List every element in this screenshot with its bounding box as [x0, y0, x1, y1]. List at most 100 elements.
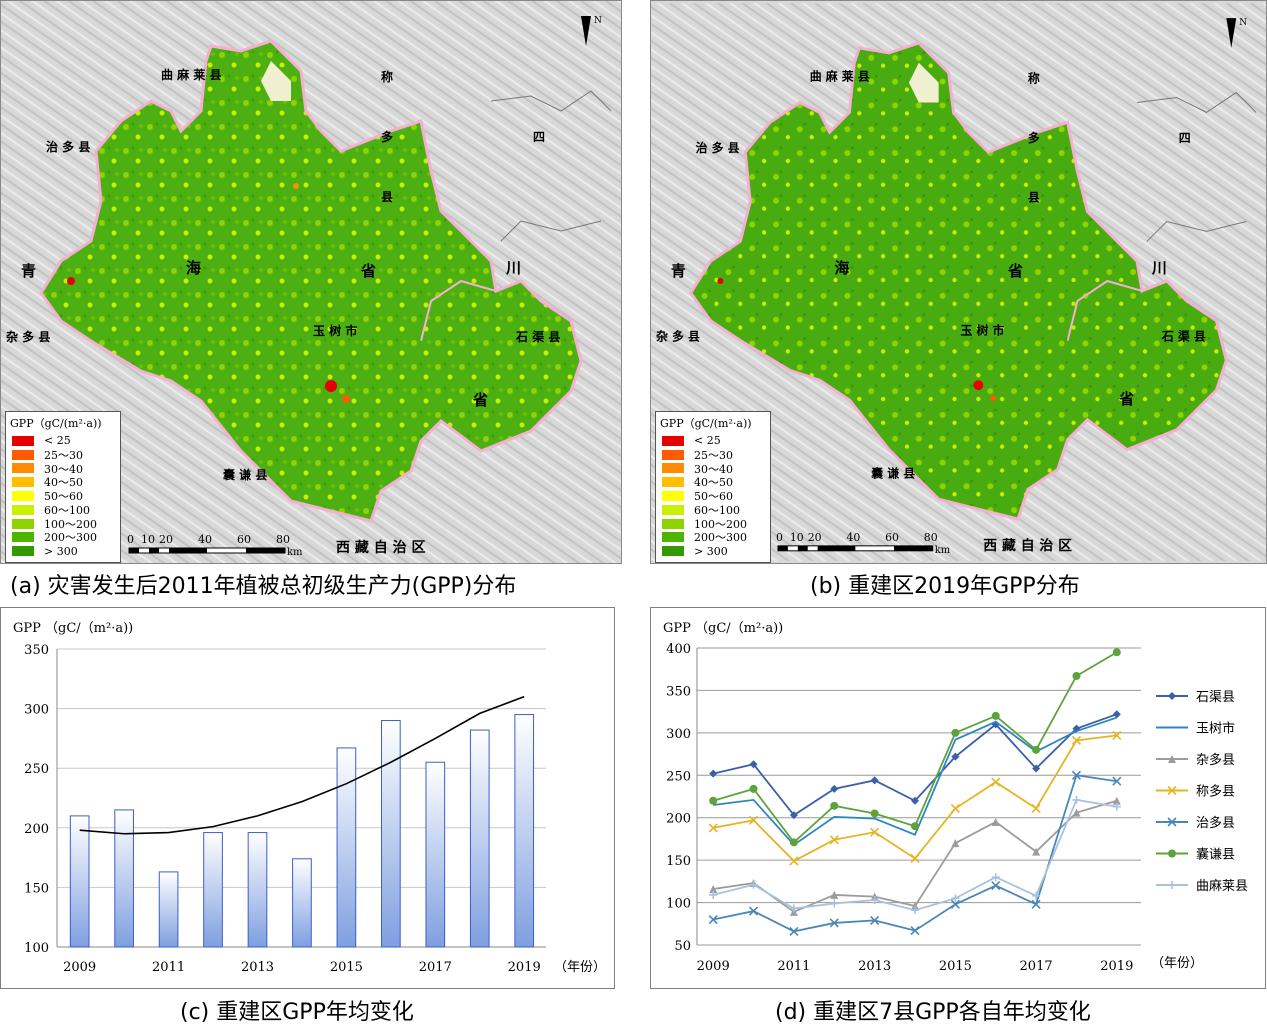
legend-label: 200～300: [44, 531, 97, 545]
data-point: [911, 796, 919, 805]
legend-swatch: [12, 449, 34, 460]
data-point: [911, 901, 919, 910]
y-tick-label: 400: [666, 642, 691, 657]
data-point: [870, 827, 880, 837]
chart-panel-d: 50 100 150 200 250 300 350 400 2009 2011 2013 2015 2…: [650, 607, 1266, 989]
data-point: [708, 823, 718, 833]
bar: [381, 720, 401, 948]
place-label: 海: [186, 259, 201, 277]
legend-label: 石渠县: [1196, 690, 1235, 705]
y-tick-label: 250: [24, 762, 49, 777]
legend-swatch: [662, 477, 684, 488]
place-label: 西 藏 自 治 区: [983, 537, 1072, 554]
scale-tick: 10: [790, 531, 804, 544]
data-point: [789, 811, 798, 820]
legend-label: 囊谦县: [1196, 847, 1235, 863]
legend-a: GPP（gC/(m²·a)) < 25 25～30 30～40 40～50 50～60 6…: [5, 411, 121, 563]
legend-swatch: [662, 532, 684, 543]
data-point: [709, 796, 718, 805]
data-point: [1031, 803, 1041, 813]
legend-swatch: [662, 491, 684, 502]
data-point: [1168, 881, 1176, 889]
bar: [114, 809, 134, 948]
legend-label: 治多县: [1196, 815, 1235, 831]
place-label: 杂 多 县: [6, 329, 50, 344]
data-point: [748, 906, 759, 916]
legend-label: 60～100: [694, 503, 740, 517]
caption-d: (d) 重建区7县GPP各自年均变化: [775, 1000, 1091, 1025]
legend-label: 100～200: [44, 517, 97, 531]
x-tick-label: 2019: [508, 960, 541, 975]
data-point: [830, 801, 839, 810]
scale-tick: 60: [237, 533, 251, 546]
data-point: [1112, 730, 1122, 740]
legend-item: 30～40: [6, 462, 120, 476]
x-tick-label: 2015: [330, 960, 363, 975]
scale-tick: 40: [198, 533, 212, 546]
legend-swatch: [12, 518, 34, 529]
legend-label: 25～30: [694, 448, 733, 462]
y-tick-label: 350: [24, 643, 49, 658]
data-point: [1032, 847, 1041, 856]
data-point: [1072, 808, 1081, 817]
trend-line: [79, 695, 525, 835]
legend-swatch: [12, 546, 34, 557]
legend-swatch: [12, 504, 34, 515]
legend-label: 玉树市: [1196, 721, 1235, 737]
legend-label: 50～60: [694, 490, 733, 504]
y-axis-label: GPP （gC/（m²·a)): [13, 621, 133, 636]
legend-item: 25～30: [6, 448, 120, 462]
data-point: [911, 906, 919, 915]
place-label: 省: [1118, 390, 1134, 408]
legend-swatch: [662, 546, 684, 557]
data-point: [1032, 891, 1041, 900]
legend-item: < 25: [656, 434, 770, 448]
legend-swatch: [662, 463, 684, 474]
data-point: [991, 777, 1001, 787]
legend-title: GPP（gC/(m²·a)): [10, 417, 102, 430]
bar: [469, 729, 490, 948]
place-label: 西 藏 自 治 区: [336, 539, 426, 556]
place-label: 囊 谦 县: [222, 467, 267, 482]
place-label: 称: [1028, 72, 1040, 86]
data-point: [1072, 795, 1081, 804]
x-tick-label: 2019: [1100, 959, 1133, 974]
legend-item: 40～50: [6, 475, 120, 489]
legend-label: < 25: [694, 434, 721, 448]
legend-item: < 25: [6, 434, 120, 448]
legend-swatch: [12, 477, 34, 488]
y-tick-label: 250: [666, 769, 691, 784]
north-label-a: N: [594, 16, 602, 26]
place-label: 治 多 县: [696, 141, 740, 155]
map-b: N 曲 麻 莱 县 称 多 县 四 治 多 县 青 海 省 川 杂 多 县 玉 …: [651, 3, 1266, 561]
place-label: 县: [1028, 191, 1040, 205]
legend-label: > 300: [44, 544, 78, 558]
data-point: [789, 926, 799, 936]
scale-tick: 80: [276, 533, 290, 546]
y-tick-label: 150: [666, 854, 691, 869]
legend-item: > 300: [656, 544, 770, 558]
place-label: 海: [835, 259, 850, 277]
place-label: 川: [505, 259, 521, 277]
x-axis-label: （年份）: [554, 960, 606, 975]
place-labels-b: 曲 麻 莱 县 称 多 县 四 治 多 县 青 海 省 川 杂 多 县 玉 树 …: [656, 70, 1206, 554]
bar: [336, 747, 357, 948]
place-label: 玉 树 市: [313, 323, 357, 338]
data-point: [830, 784, 839, 793]
scale-unit: km: [935, 545, 951, 556]
data-point: [1112, 648, 1121, 657]
data-point: [1112, 776, 1122, 786]
data-point: [1072, 672, 1081, 681]
legend-title: GPP（gC/(m²·a)): [660, 417, 752, 430]
legend-label: 200～300: [694, 531, 747, 545]
data-point: [1112, 802, 1121, 811]
scale-tick: 10: [141, 533, 155, 546]
map-panel-b: N 曲 麻 莱 县 称 多 县 四 治 多 县 青 海 省 川 杂 多 县 玉 …: [650, 0, 1267, 600]
place-label: 县: [381, 190, 393, 204]
bar: [292, 858, 312, 948]
north-label-b: N: [1239, 18, 1247, 28]
y-tick-label: 350: [666, 684, 691, 699]
data-point: [1112, 796, 1121, 805]
legend-swatch: [662, 504, 684, 515]
legend-swatch: [12, 463, 34, 474]
